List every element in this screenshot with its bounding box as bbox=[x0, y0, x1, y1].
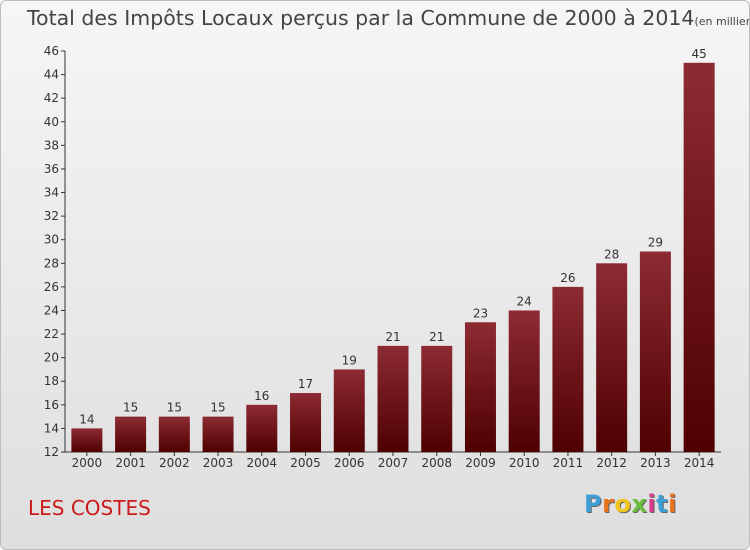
logo-letter: r bbox=[602, 490, 615, 518]
logo-letter: o bbox=[614, 490, 632, 518]
x-tick-label: 2009 bbox=[465, 456, 496, 470]
bar bbox=[596, 263, 628, 452]
y-tick-label: 34 bbox=[44, 186, 59, 200]
y-tick-label: 28 bbox=[44, 256, 59, 270]
x-tick-label: 2001 bbox=[115, 456, 146, 470]
bar-value-label: 16 bbox=[254, 389, 269, 403]
x-tick-label: 2000 bbox=[72, 456, 103, 470]
x-tick-label: 2010 bbox=[509, 456, 540, 470]
x-tick-label: 2011 bbox=[553, 456, 584, 470]
x-tick-label: 2012 bbox=[596, 456, 627, 470]
x-tick-label: 2005 bbox=[290, 456, 321, 470]
commune-name: LES COSTES bbox=[28, 496, 151, 520]
x-tick-label: 2003 bbox=[203, 456, 234, 470]
y-tick-label: 38 bbox=[44, 138, 59, 152]
bar bbox=[115, 416, 147, 452]
bar-value-label: 21 bbox=[429, 330, 444, 344]
bar bbox=[158, 416, 190, 452]
x-tick-label: 2014 bbox=[684, 456, 715, 470]
bar-value-label: 29 bbox=[648, 236, 663, 250]
x-tick-label: 2013 bbox=[640, 456, 671, 470]
proxiti-logo[interactable]: Proxiti bbox=[584, 490, 677, 518]
bar bbox=[508, 310, 540, 452]
logo-letter: i bbox=[668, 490, 677, 518]
x-tick-label: 2007 bbox=[378, 456, 409, 470]
bar bbox=[71, 428, 103, 452]
y-tick-label: 36 bbox=[44, 162, 59, 176]
bar-value-label: 15 bbox=[210, 401, 225, 415]
y-tick-label: 14 bbox=[44, 421, 59, 435]
bar bbox=[246, 404, 278, 452]
bar-value-label: 15 bbox=[167, 401, 182, 415]
y-tick-label: 30 bbox=[44, 233, 59, 247]
logo-letter: t bbox=[656, 490, 669, 518]
y-tick-label: 12 bbox=[44, 445, 59, 459]
chart-title-text: Total des Impôts Locaux perçus par la Co… bbox=[27, 6, 695, 30]
bar bbox=[552, 286, 584, 452]
bar bbox=[683, 62, 715, 452]
x-tick-label: 2004 bbox=[247, 456, 278, 470]
y-tick-label: 26 bbox=[44, 280, 59, 294]
y-tick-label: 24 bbox=[44, 303, 59, 317]
y-tick-label: 16 bbox=[44, 398, 59, 412]
y-tick-label: 18 bbox=[44, 374, 59, 388]
bar bbox=[464, 322, 496, 452]
bar-value-label: 26 bbox=[560, 271, 575, 285]
y-tick-label: 20 bbox=[44, 351, 59, 365]
bar-value-label: 23 bbox=[473, 306, 488, 320]
y-tick-label: 44 bbox=[44, 68, 59, 82]
bar-value-label: 45 bbox=[691, 47, 706, 61]
bar bbox=[333, 369, 365, 452]
bar bbox=[639, 251, 671, 452]
logo-letter: P bbox=[584, 490, 603, 518]
y-tick-label: 22 bbox=[44, 327, 59, 341]
bar-value-label: 15 bbox=[123, 401, 138, 415]
bar-value-label: 28 bbox=[604, 247, 619, 261]
bar bbox=[202, 416, 234, 452]
bar bbox=[377, 345, 409, 452]
bar-value-label: 17 bbox=[298, 377, 313, 391]
bar-value-label: 21 bbox=[385, 330, 400, 344]
y-tick-label: 46 bbox=[44, 44, 59, 58]
logo-letter: i bbox=[647, 490, 657, 518]
x-tick-label: 2008 bbox=[421, 456, 452, 470]
logo-letter: x bbox=[631, 490, 648, 518]
x-tick-label: 2006 bbox=[334, 456, 365, 470]
bar bbox=[421, 345, 453, 452]
y-tick-label: 32 bbox=[44, 209, 59, 223]
chart-title-unit: (en milliers d'€) bbox=[694, 15, 750, 28]
y-tick-label: 40 bbox=[44, 115, 59, 129]
bar bbox=[290, 393, 322, 452]
bars bbox=[71, 62, 715, 452]
y-tick-label: 42 bbox=[44, 91, 59, 105]
bar-value-label: 14 bbox=[79, 412, 94, 426]
labels: 12 14 16 18 20 22 24 26 28 30 32 34 36 38 40 42 44 46 2000… bbox=[44, 44, 715, 470]
chart-title: Total des Impôts Locaux perçus par la Co… bbox=[27, 6, 750, 30]
bar-value-label: 24 bbox=[517, 294, 532, 308]
x-tick-label: 2002 bbox=[159, 456, 190, 470]
bar-value-label: 19 bbox=[342, 353, 357, 367]
